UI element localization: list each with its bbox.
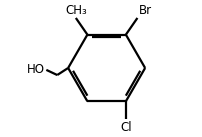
Text: Br: Br — [138, 4, 151, 17]
Text: Cl: Cl — [119, 121, 131, 134]
Text: HO: HO — [27, 63, 45, 76]
Text: CH₃: CH₃ — [65, 4, 86, 17]
